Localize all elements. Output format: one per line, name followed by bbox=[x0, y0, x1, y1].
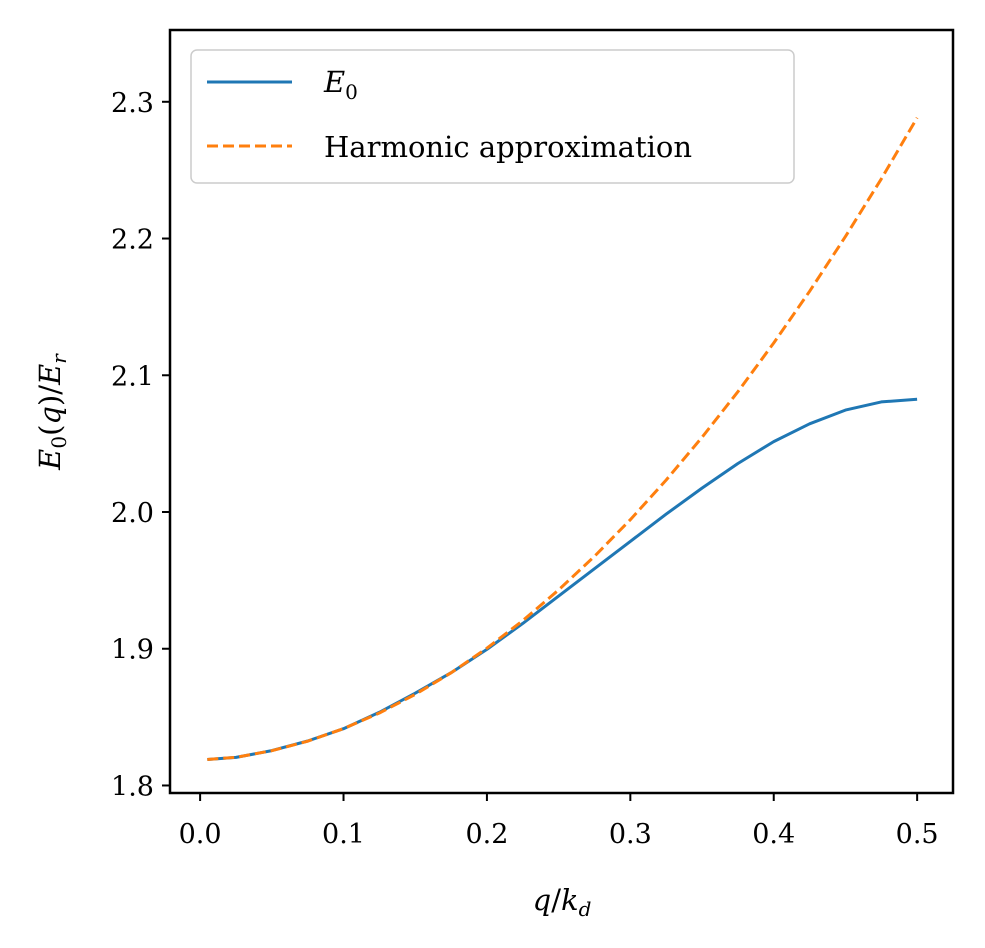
x-axis-label-q: q bbox=[533, 883, 552, 917]
y-tick-label: 2.3 bbox=[111, 88, 154, 119]
legend-box bbox=[190, 49, 795, 184]
x-axis-label-k: k bbox=[561, 883, 579, 917]
x-tick-label: 0.4 bbox=[752, 819, 795, 850]
y-axis-label-close: )/ bbox=[33, 385, 67, 406]
y-axis-label-q: q bbox=[33, 406, 67, 425]
x-axis: 0.0 0.1 0.2 0.3 0.4 0.5 bbox=[179, 793, 939, 850]
y-tick-label: 2.2 bbox=[111, 225, 154, 256]
y-axis-label-E: E bbox=[33, 449, 67, 471]
x-tick-label: 0.0 bbox=[179, 819, 222, 850]
y-axis: 1.8 1.9 2.0 2.1 2.2 2.3 bbox=[111, 88, 170, 802]
x-tick-label: 0.2 bbox=[465, 819, 508, 850]
y-axis-label-Er: E bbox=[33, 364, 67, 386]
x-axis-label: q/kd bbox=[533, 883, 592, 921]
y-axis-label-subr: r bbox=[47, 353, 71, 364]
y-axis-label-sub0: 0 bbox=[47, 436, 71, 449]
legend: E0 Harmonic approximation bbox=[190, 49, 795, 184]
x-axis-label-slash: / bbox=[551, 883, 561, 917]
x-tick-label: 0.1 bbox=[322, 819, 365, 850]
plot-lines bbox=[207, 117, 919, 761]
legend-label-harmonic: Harmonic approximation bbox=[324, 130, 692, 164]
y-tick-label: 2.1 bbox=[111, 361, 154, 392]
svg-text:E0(q)/Er: E0(q)/Er bbox=[33, 353, 71, 471]
x-tick-label: 0.3 bbox=[609, 819, 652, 850]
axes-frame bbox=[168, 28, 955, 795]
y-tick-label: 2.0 bbox=[111, 498, 154, 529]
y-tick-label: 1.8 bbox=[111, 771, 154, 802]
x-axis-label-d: d bbox=[579, 897, 592, 921]
svg-text:q/kd: q/kd bbox=[533, 883, 592, 921]
y-axis-label-open: ( bbox=[33, 425, 67, 436]
y-tick-label: 1.9 bbox=[111, 635, 154, 666]
x-tick-label: 0.5 bbox=[896, 819, 939, 850]
y-axis-label: E0(q)/Er bbox=[33, 353, 71, 471]
series-line-harmonic bbox=[207, 117, 919, 761]
